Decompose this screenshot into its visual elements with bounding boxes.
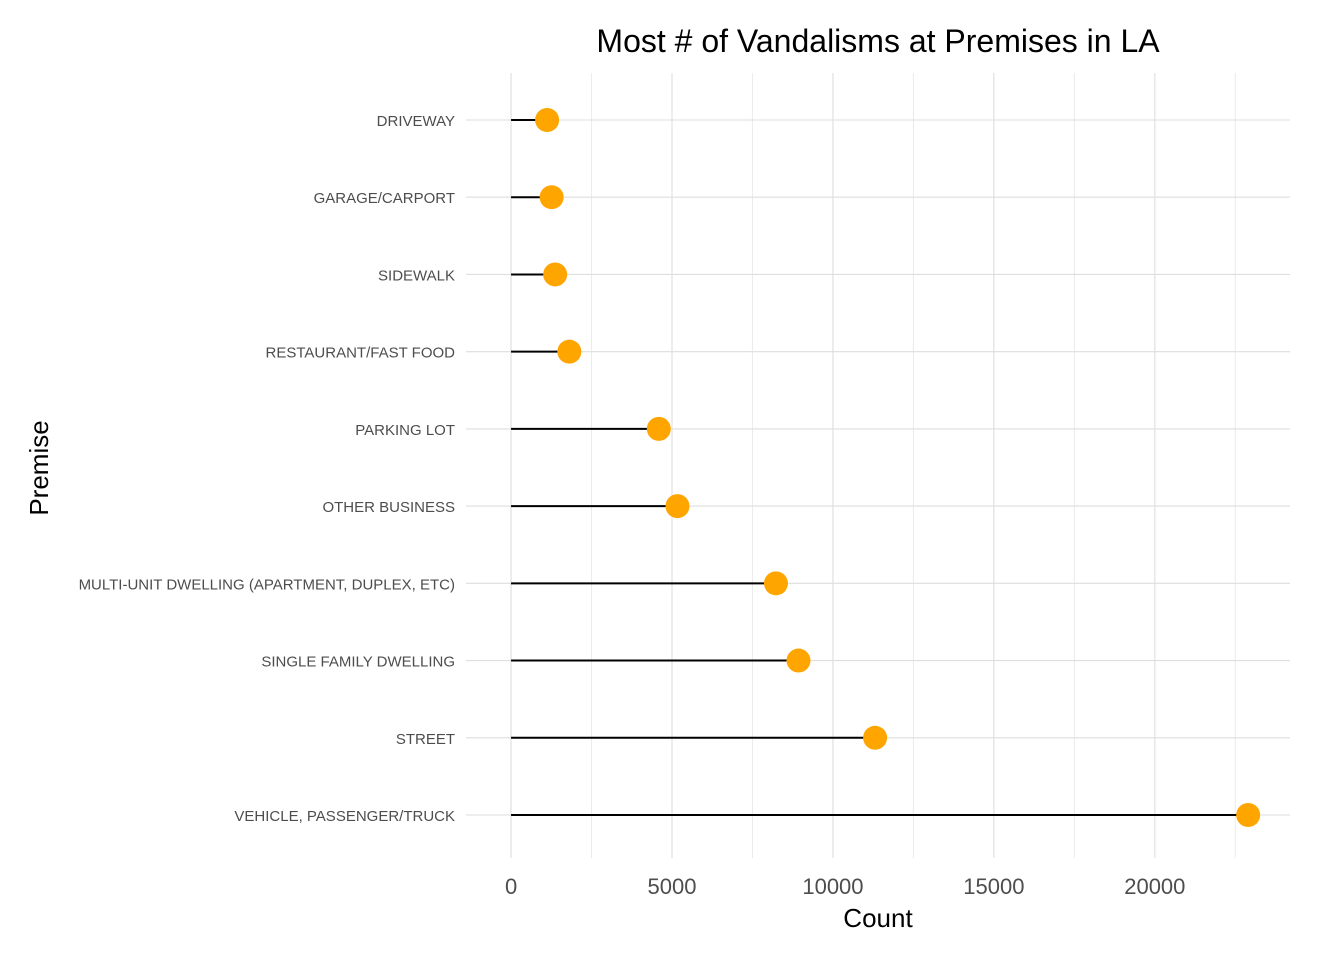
y-tick-label: MULTI-UNIT DWELLING (APARTMENT, DUPLEX, … — [79, 576, 455, 593]
y-tick-label: GARAGE/CARPORT — [314, 190, 455, 207]
x-axis-tick-labels: 0 5000 10000 15000 20000 — [505, 874, 1185, 899]
x-tick-label: 15000 — [963, 874, 1024, 899]
y-tick-label: OTHER BUSINESS — [322, 499, 455, 516]
lollipop-points — [535, 108, 1261, 827]
data-point — [1236, 803, 1261, 827]
data-point — [557, 339, 582, 364]
y-axis-title: Premise — [24, 420, 54, 515]
data-point — [786, 648, 811, 673]
grid-lines — [466, 73, 1290, 858]
y-tick-label: RESTAURANT/FAST FOOD — [266, 345, 456, 362]
data-point — [665, 494, 690, 519]
x-tick-label: 10000 — [802, 874, 863, 899]
data-point — [646, 416, 671, 441]
y-tick-label: VEHICLE, PASSENGER/TRUCK — [234, 808, 455, 825]
x-tick-label: 5000 — [648, 874, 697, 899]
y-tick-label: SIDEWALK — [378, 267, 455, 284]
y-tick-label: STREET — [396, 731, 455, 748]
x-axis-title: Count — [843, 903, 913, 933]
data-point — [535, 108, 560, 132]
data-point — [539, 185, 564, 210]
y-axis-tick-labels: DRIVEWAY GARAGE/CARPORT SIDEWALK RESTAURANT… — [79, 113, 456, 825]
chart-title: Most # of Vandalisms at Premises in LA — [596, 23, 1160, 59]
x-tick-label: 20000 — [1124, 874, 1185, 899]
y-tick-label: DRIVEWAY — [377, 113, 455, 130]
x-tick-label: 0 — [505, 874, 517, 899]
lollipop-stems — [511, 119, 1249, 816]
y-tick-label: PARKING LOT — [355, 422, 455, 439]
data-point — [543, 262, 568, 287]
data-point — [863, 725, 888, 750]
data-point — [763, 571, 788, 596]
y-tick-label: SINGLE FAMILY DWELLING — [261, 654, 455, 671]
